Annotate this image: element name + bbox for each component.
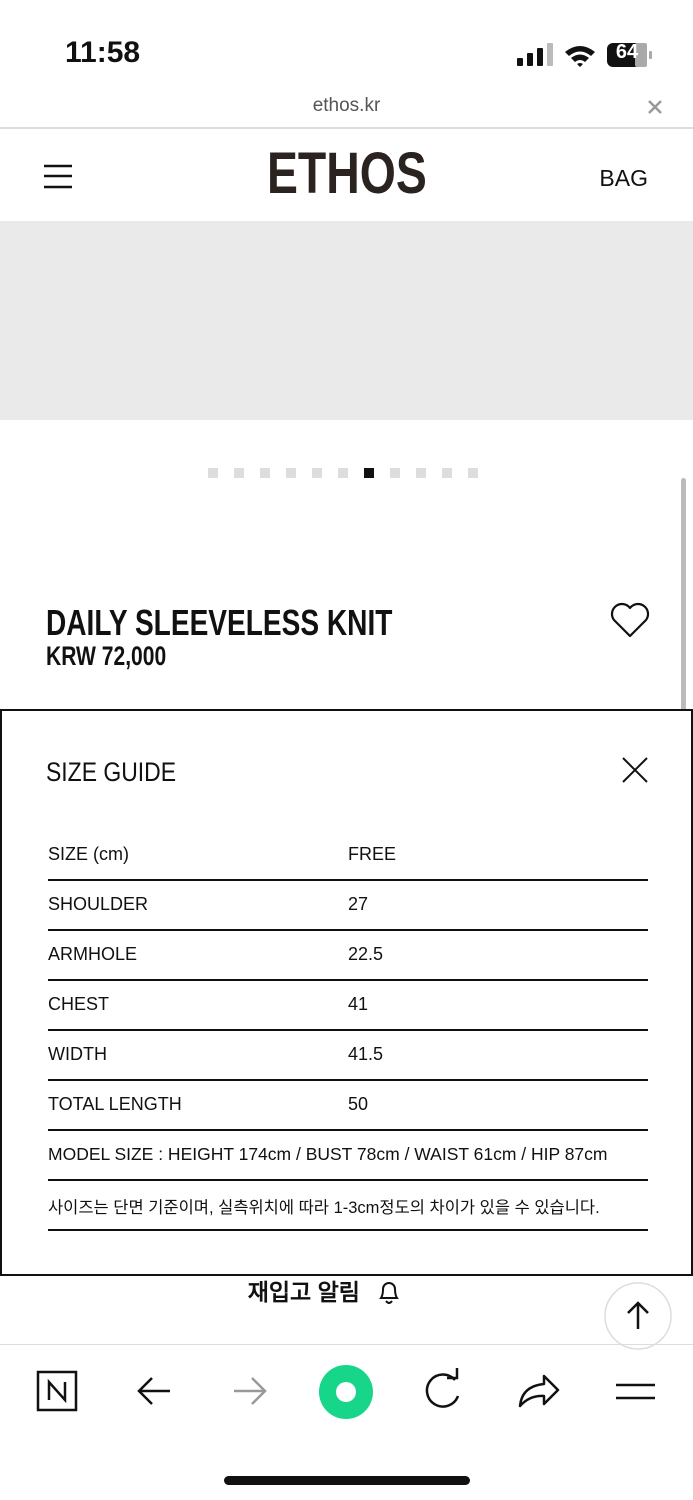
size-note-row: MODEL SIZE : HEIGHT 174cm / BUST 78cm / …: [48, 1131, 648, 1181]
size-row: TOTAL LENGTH 50: [48, 1081, 648, 1131]
size-value: 50: [348, 1094, 369, 1114]
bell-icon: [379, 1282, 400, 1304]
scroll-top-button[interactable]: [603, 1282, 675, 1354]
product-price-wrap: KRW 72,000: [46, 641, 200, 672]
close-icon[interactable]: [621, 756, 649, 784]
url[interactable]: ethos.kr: [312, 95, 381, 116]
size-value: 27: [348, 894, 369, 914]
size-value: 22.5: [348, 944, 384, 964]
product-image: [0, 221, 693, 420]
logo[interactable]: ETHOS: [266, 141, 427, 206]
restock-label: 재입고 알림: [247, 1279, 360, 1305]
size-row: CHEST 41: [48, 981, 648, 1031]
divider: [0, 127, 693, 129]
bag-link[interactable]: BAG: [599, 165, 648, 191]
size-label: SHOULDER: [48, 894, 149, 914]
size-note-row: 사이즈는 단면 기준이며, 실측위치에 따라 1-3cm정도의 차이가 있을 수…: [48, 1181, 648, 1231]
restock-button[interactable]: 재입고 알림: [0, 1273, 650, 1307]
browser-toolbar: [36, 1365, 655, 1485]
size-label: ARMHOLE: [48, 944, 138, 964]
carousel-dots[interactable]: [200, 463, 490, 483]
size-label: WIDTH: [48, 1044, 107, 1064]
size-label: CHEST: [48, 994, 110, 1014]
size-row: WIDTH 41.5: [48, 1031, 648, 1081]
toolbar-divider: [0, 1344, 693, 1345]
product-price: KRW 72,000: [46, 641, 167, 671]
size-value: 41: [348, 994, 369, 1014]
close-tab-icon[interactable]: [646, 98, 666, 118]
size-guide-modal: SIZE GUIDE SIZE (cm) FREE SHOULDER 27 ARMHOL…: [0, 709, 693, 1276]
status-time: 11:58: [65, 36, 141, 69]
product-name: DAILY SLEEVELESS KNIT: [46, 602, 393, 643]
size-guide-title-wrap: SIZE GUIDE: [46, 757, 199, 788]
status-icons: [517, 43, 652, 67]
menu-icon[interactable]: [44, 164, 74, 190]
size-value: FREE: [348, 844, 397, 864]
wishlist-icon[interactable]: [610, 600, 652, 640]
size-row: SIZE (cm) FREE: [48, 831, 648, 881]
logo-wrap: ETHOS: [0, 140, 693, 207]
size-row: SHOULDER 27: [48, 881, 648, 931]
size-note: 사이즈는 단면 기준이며, 실측위치에 따라 1-3cm정도의 차이가 있을 수…: [48, 1199, 600, 1217]
size-row: ARMHOLE 22.5: [48, 931, 648, 981]
battery-level: 64: [615, 41, 639, 63]
size-label: TOTAL LENGTH: [48, 1094, 182, 1114]
size-guide-title: SIZE GUIDE: [46, 757, 177, 787]
product-name-wrap: DAILY SLEEVELESS KNIT: [46, 602, 490, 644]
size-label: SIZE (cm): [48, 844, 129, 864]
size-note: MODEL SIZE : HEIGHT 174cm / BUST 78cm / …: [48, 1144, 608, 1164]
size-value: 41.5: [348, 1044, 384, 1064]
